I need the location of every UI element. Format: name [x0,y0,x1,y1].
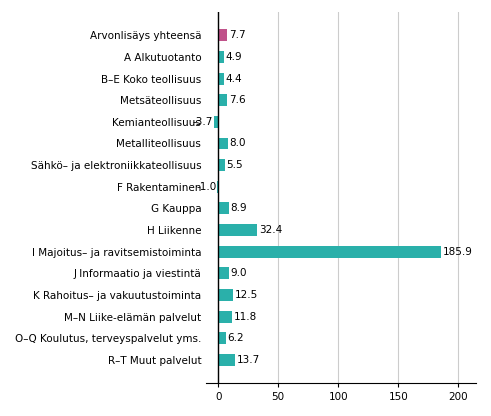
Text: 7.7: 7.7 [229,30,246,40]
Text: 9.0: 9.0 [231,268,247,278]
Text: 12.5: 12.5 [235,290,258,300]
Text: 185.9: 185.9 [443,247,473,257]
Text: 11.8: 11.8 [234,312,257,322]
Text: 5.5: 5.5 [227,160,243,170]
Bar [218,138,228,149]
Text: 8.0: 8.0 [230,139,246,149]
Bar [214,116,218,128]
Text: 7.6: 7.6 [229,95,246,105]
Text: 4.9: 4.9 [226,52,243,62]
Bar [218,159,225,171]
Bar [218,203,229,214]
Bar [218,332,226,344]
Bar [218,29,227,41]
Bar [217,181,218,193]
Bar [218,289,233,301]
Bar [218,246,441,258]
Text: 4.4: 4.4 [225,74,242,84]
Bar [218,51,224,63]
Text: 8.9: 8.9 [231,203,247,213]
Text: 6.2: 6.2 [227,333,244,343]
Bar [218,73,223,84]
Text: -3.7: -3.7 [193,117,213,127]
Bar [218,267,229,279]
Bar [218,311,232,322]
Bar [218,224,257,236]
Bar [218,354,235,366]
Text: 32.4: 32.4 [259,225,282,235]
Text: -1.0: -1.0 [196,182,217,192]
Bar [218,94,227,106]
Text: 13.7: 13.7 [237,355,260,365]
